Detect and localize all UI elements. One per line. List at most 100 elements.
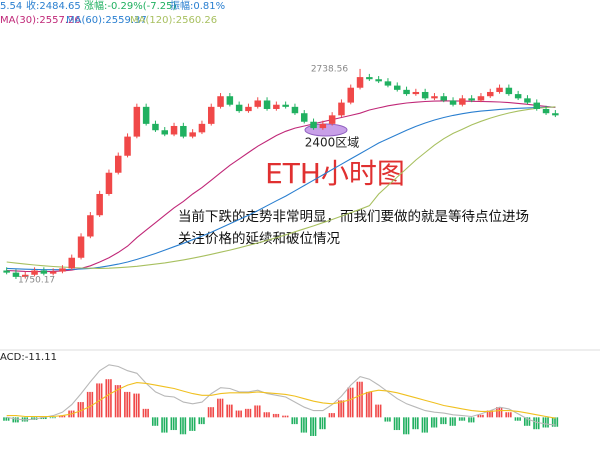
header-item: 涨幅:-0.29%(-7.25) bbox=[84, 0, 177, 12]
macd-bar bbox=[282, 415, 284, 418]
macd-bar bbox=[463, 417, 466, 421]
macd-bar bbox=[384, 417, 387, 422]
macd-bar bbox=[247, 408, 249, 418]
candle-body bbox=[542, 108, 550, 114]
macd-bar bbox=[79, 402, 82, 418]
macd-bar bbox=[77, 402, 80, 418]
candle-body bbox=[533, 102, 541, 109]
annotation: 当前下跌的走势非常明显，而我们要做的就是等待点位进场 bbox=[178, 208, 529, 225]
macd-bar bbox=[219, 398, 222, 418]
macd-bar bbox=[458, 417, 461, 421]
macd-bar bbox=[154, 417, 156, 426]
candle-body bbox=[263, 100, 271, 109]
macd-bar bbox=[51, 417, 54, 419]
macd-bar bbox=[161, 417, 163, 433]
candle-body bbox=[366, 77, 373, 80]
macd-bar bbox=[435, 417, 438, 428]
candle-body bbox=[124, 136, 131, 156]
macd-bar bbox=[398, 417, 401, 431]
macd-bar bbox=[365, 391, 368, 418]
annotation: 2400区域 bbox=[305, 136, 360, 150]
macd-bar bbox=[405, 417, 408, 435]
macd-bar bbox=[433, 417, 435, 428]
macd-bar bbox=[228, 404, 231, 418]
macd-bar bbox=[528, 417, 531, 426]
macd-bar bbox=[17, 417, 19, 423]
candle-body bbox=[505, 87, 513, 95]
macd-bar bbox=[300, 417, 303, 433]
candle-body bbox=[273, 104, 280, 109]
macd-bar bbox=[277, 413, 280, 418]
macd-bar bbox=[42, 417, 45, 420]
macd-bar bbox=[403, 417, 405, 435]
macd-bar bbox=[179, 417, 182, 435]
macd-bar bbox=[340, 400, 342, 418]
macd-bar bbox=[526, 417, 528, 426]
macd-bar bbox=[286, 415, 289, 418]
candle-body bbox=[96, 193, 103, 216]
macd-bar bbox=[554, 417, 556, 427]
candle-body bbox=[403, 89, 410, 95]
macd-bar bbox=[193, 417, 196, 431]
chart-title: ETH小时图 bbox=[265, 157, 405, 190]
low-label: 1750.17 bbox=[18, 275, 55, 285]
macd-bar bbox=[212, 407, 215, 418]
macd-line bbox=[6, 382, 556, 419]
macd-bar bbox=[203, 417, 205, 425]
macd-bar bbox=[256, 405, 259, 418]
macd-bar bbox=[342, 400, 345, 418]
macd-bar bbox=[12, 417, 15, 423]
candle-body bbox=[114, 155, 122, 173]
macd-bar bbox=[268, 412, 270, 418]
header: 5.54 收:2484.65 涨幅:-0.29%(-7.25) 振幅:0.81% bbox=[0, 0, 225, 12]
macd-bar bbox=[449, 417, 452, 426]
high-label: 2738.56 bbox=[311, 64, 348, 74]
legend-value: 2560.26 bbox=[176, 15, 217, 26]
macd-bar bbox=[314, 417, 317, 436]
macd-bar bbox=[61, 415, 63, 418]
annotation: 关注价格的延续和破位情况 bbox=[178, 231, 340, 247]
macd-bar bbox=[45, 417, 47, 420]
candle-body bbox=[440, 96, 448, 101]
macd-bar bbox=[426, 417, 428, 433]
macd-bar bbox=[7, 417, 10, 421]
macd-bar bbox=[491, 410, 494, 418]
macd-bar bbox=[328, 413, 331, 418]
candle-body bbox=[393, 85, 401, 90]
macd-bar bbox=[370, 391, 373, 418]
macd-bar bbox=[305, 417, 308, 433]
legend: MA(30):2557.26MA(60):2559.37MA(120):2560… bbox=[0, 15, 217, 26]
candle-body bbox=[468, 98, 475, 101]
candle-body bbox=[161, 130, 169, 135]
candle-body bbox=[486, 91, 494, 97]
macd-bar bbox=[393, 417, 396, 431]
macd-bar bbox=[486, 410, 489, 418]
candle-body bbox=[235, 104, 243, 112]
candle-body bbox=[514, 94, 522, 99]
macd-bar bbox=[324, 417, 326, 430]
macd-bar bbox=[421, 417, 424, 433]
macd-bar bbox=[170, 417, 173, 431]
macd-bar bbox=[89, 391, 91, 418]
macd-bar bbox=[151, 417, 154, 426]
macd-bar bbox=[175, 417, 177, 431]
macd-bar bbox=[107, 379, 110, 418]
macd-name: ACD: bbox=[0, 352, 25, 363]
candle-body bbox=[245, 106, 252, 112]
macd-bar bbox=[347, 387, 349, 418]
macd-bar bbox=[63, 415, 66, 418]
macd-bar bbox=[135, 393, 138, 418]
macd-bar bbox=[244, 408, 247, 418]
macd-bar bbox=[440, 417, 442, 425]
macd-bar bbox=[379, 404, 382, 418]
macd-bar bbox=[210, 407, 212, 418]
macd-bar bbox=[58, 415, 61, 418]
macd-bar bbox=[377, 404, 380, 418]
macd-bar bbox=[182, 417, 184, 435]
macd-bar bbox=[414, 417, 417, 430]
candle-body bbox=[477, 96, 485, 101]
candle-body bbox=[226, 96, 234, 105]
macd-bar bbox=[147, 408, 149, 418]
